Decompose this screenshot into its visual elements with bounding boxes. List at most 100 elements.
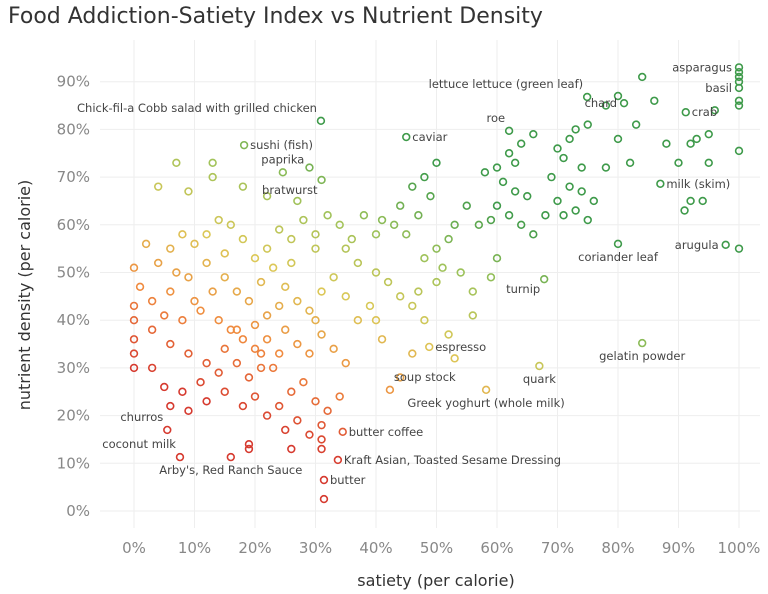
data-point[interactable] [450, 354, 459, 363]
data-point[interactable] [287, 258, 296, 268]
data-point[interactable] [481, 385, 491, 395]
data-point[interactable] [681, 108, 690, 117]
data-point[interactable] [184, 406, 193, 416]
data-point[interactable] [172, 268, 181, 277]
data-point[interactable] [262, 411, 272, 420]
data-point[interactable] [256, 349, 266, 358]
data-point[interactable] [287, 387, 296, 396]
data-point[interactable] [571, 125, 580, 134]
data-point[interactable] [631, 120, 641, 129]
data-point[interactable] [721, 240, 730, 250]
data-point[interactable] [129, 263, 139, 272]
data-point[interactable] [190, 296, 199, 306]
data-point[interactable] [468, 311, 477, 320]
data-point[interactable] [250, 344, 260, 354]
data-point[interactable] [333, 455, 343, 465]
data-point[interactable] [686, 139, 695, 148]
data-point[interactable] [420, 172, 429, 182]
data-point[interactable] [268, 263, 278, 272]
data-point[interactable] [287, 234, 296, 244]
data-point[interactable] [637, 72, 647, 82]
data-point[interactable] [625, 158, 635, 167]
data-point[interactable] [341, 292, 350, 301]
data-point[interactable] [299, 215, 308, 225]
data-point[interactable] [160, 382, 169, 392]
data-point[interactable] [202, 258, 211, 268]
data-point[interactable] [281, 282, 290, 292]
data-point[interactable] [425, 342, 434, 352]
data-point[interactable] [275, 349, 284, 358]
data-point[interactable] [147, 325, 157, 334]
data-point[interactable] [220, 387, 229, 396]
data-point[interactable] [184, 187, 193, 196]
data-point[interactable] [319, 475, 329, 485]
data-point[interactable] [408, 301, 417, 311]
data-point[interactable] [583, 120, 592, 129]
data-point[interactable] [698, 196, 707, 206]
data-point[interactable] [281, 325, 290, 334]
data-point[interactable] [704, 129, 713, 139]
data-point[interactable] [559, 211, 568, 220]
data-point[interactable] [432, 158, 441, 167]
data-point[interactable] [510, 158, 520, 167]
data-point[interactable] [613, 134, 623, 144]
data-point[interactable] [341, 244, 350, 253]
data-point[interactable] [317, 420, 326, 430]
data-point[interactable] [232, 287, 242, 296]
data-point[interactable] [338, 427, 347, 437]
data-point[interactable] [319, 494, 329, 504]
data-point[interactable] [365, 301, 375, 311]
data-point[interactable] [329, 273, 338, 282]
data-point[interactable] [371, 230, 381, 239]
data-point[interactable] [553, 196, 562, 206]
data-point[interactable] [275, 225, 284, 234]
data-point[interactable] [196, 306, 205, 315]
data-point[interactable] [613, 91, 623, 101]
data-point[interactable] [147, 296, 157, 306]
data-point[interactable] [450, 220, 459, 230]
data-point[interactable] [734, 244, 744, 253]
data-point[interactable] [129, 316, 139, 325]
data-point[interactable] [232, 358, 242, 368]
data-point[interactable] [383, 277, 393, 287]
data-point[interactable] [486, 215, 496, 225]
data-point[interactable] [516, 139, 526, 148]
data-point[interactable] [250, 392, 260, 401]
data-point[interactable] [420, 316, 429, 325]
data-point[interactable] [184, 349, 193, 358]
data-point[interactable] [317, 287, 326, 296]
data-point[interactable] [262, 191, 272, 201]
data-point[interactable] [414, 211, 423, 220]
data-point[interactable] [619, 98, 629, 108]
data-point[interactable] [492, 201, 502, 210]
data-point[interactable] [262, 335, 272, 344]
data-point[interactable] [371, 316, 381, 325]
data-point[interactable] [480, 168, 490, 177]
data-point[interactable] [504, 126, 514, 136]
data-point[interactable] [317, 444, 326, 454]
data-point[interactable] [582, 92, 592, 102]
data-point[interactable] [208, 172, 217, 182]
data-point[interactable] [244, 444, 254, 454]
data-point[interactable] [371, 268, 381, 277]
data-point[interactable] [408, 182, 417, 191]
data-point[interactable] [160, 311, 169, 320]
data-point[interactable] [238, 182, 248, 191]
data-point[interactable] [166, 401, 175, 411]
data-point[interactable] [196, 378, 205, 387]
data-point[interactable] [329, 344, 338, 354]
data-point[interactable] [601, 101, 611, 110]
data-point[interactable] [129, 335, 139, 344]
data-point[interactable] [692, 134, 701, 144]
data-point[interactable] [275, 401, 284, 411]
data-point[interactable] [438, 263, 447, 272]
data-point[interactable] [577, 163, 586, 172]
data-point[interactable] [166, 287, 175, 296]
data-point[interactable] [734, 96, 744, 105]
data-point[interactable] [135, 282, 145, 292]
data-point[interactable] [275, 301, 284, 311]
data-point[interactable] [650, 96, 659, 105]
data-point[interactable] [402, 230, 411, 239]
data-point[interactable] [535, 361, 544, 371]
data-point[interactable] [601, 163, 611, 172]
